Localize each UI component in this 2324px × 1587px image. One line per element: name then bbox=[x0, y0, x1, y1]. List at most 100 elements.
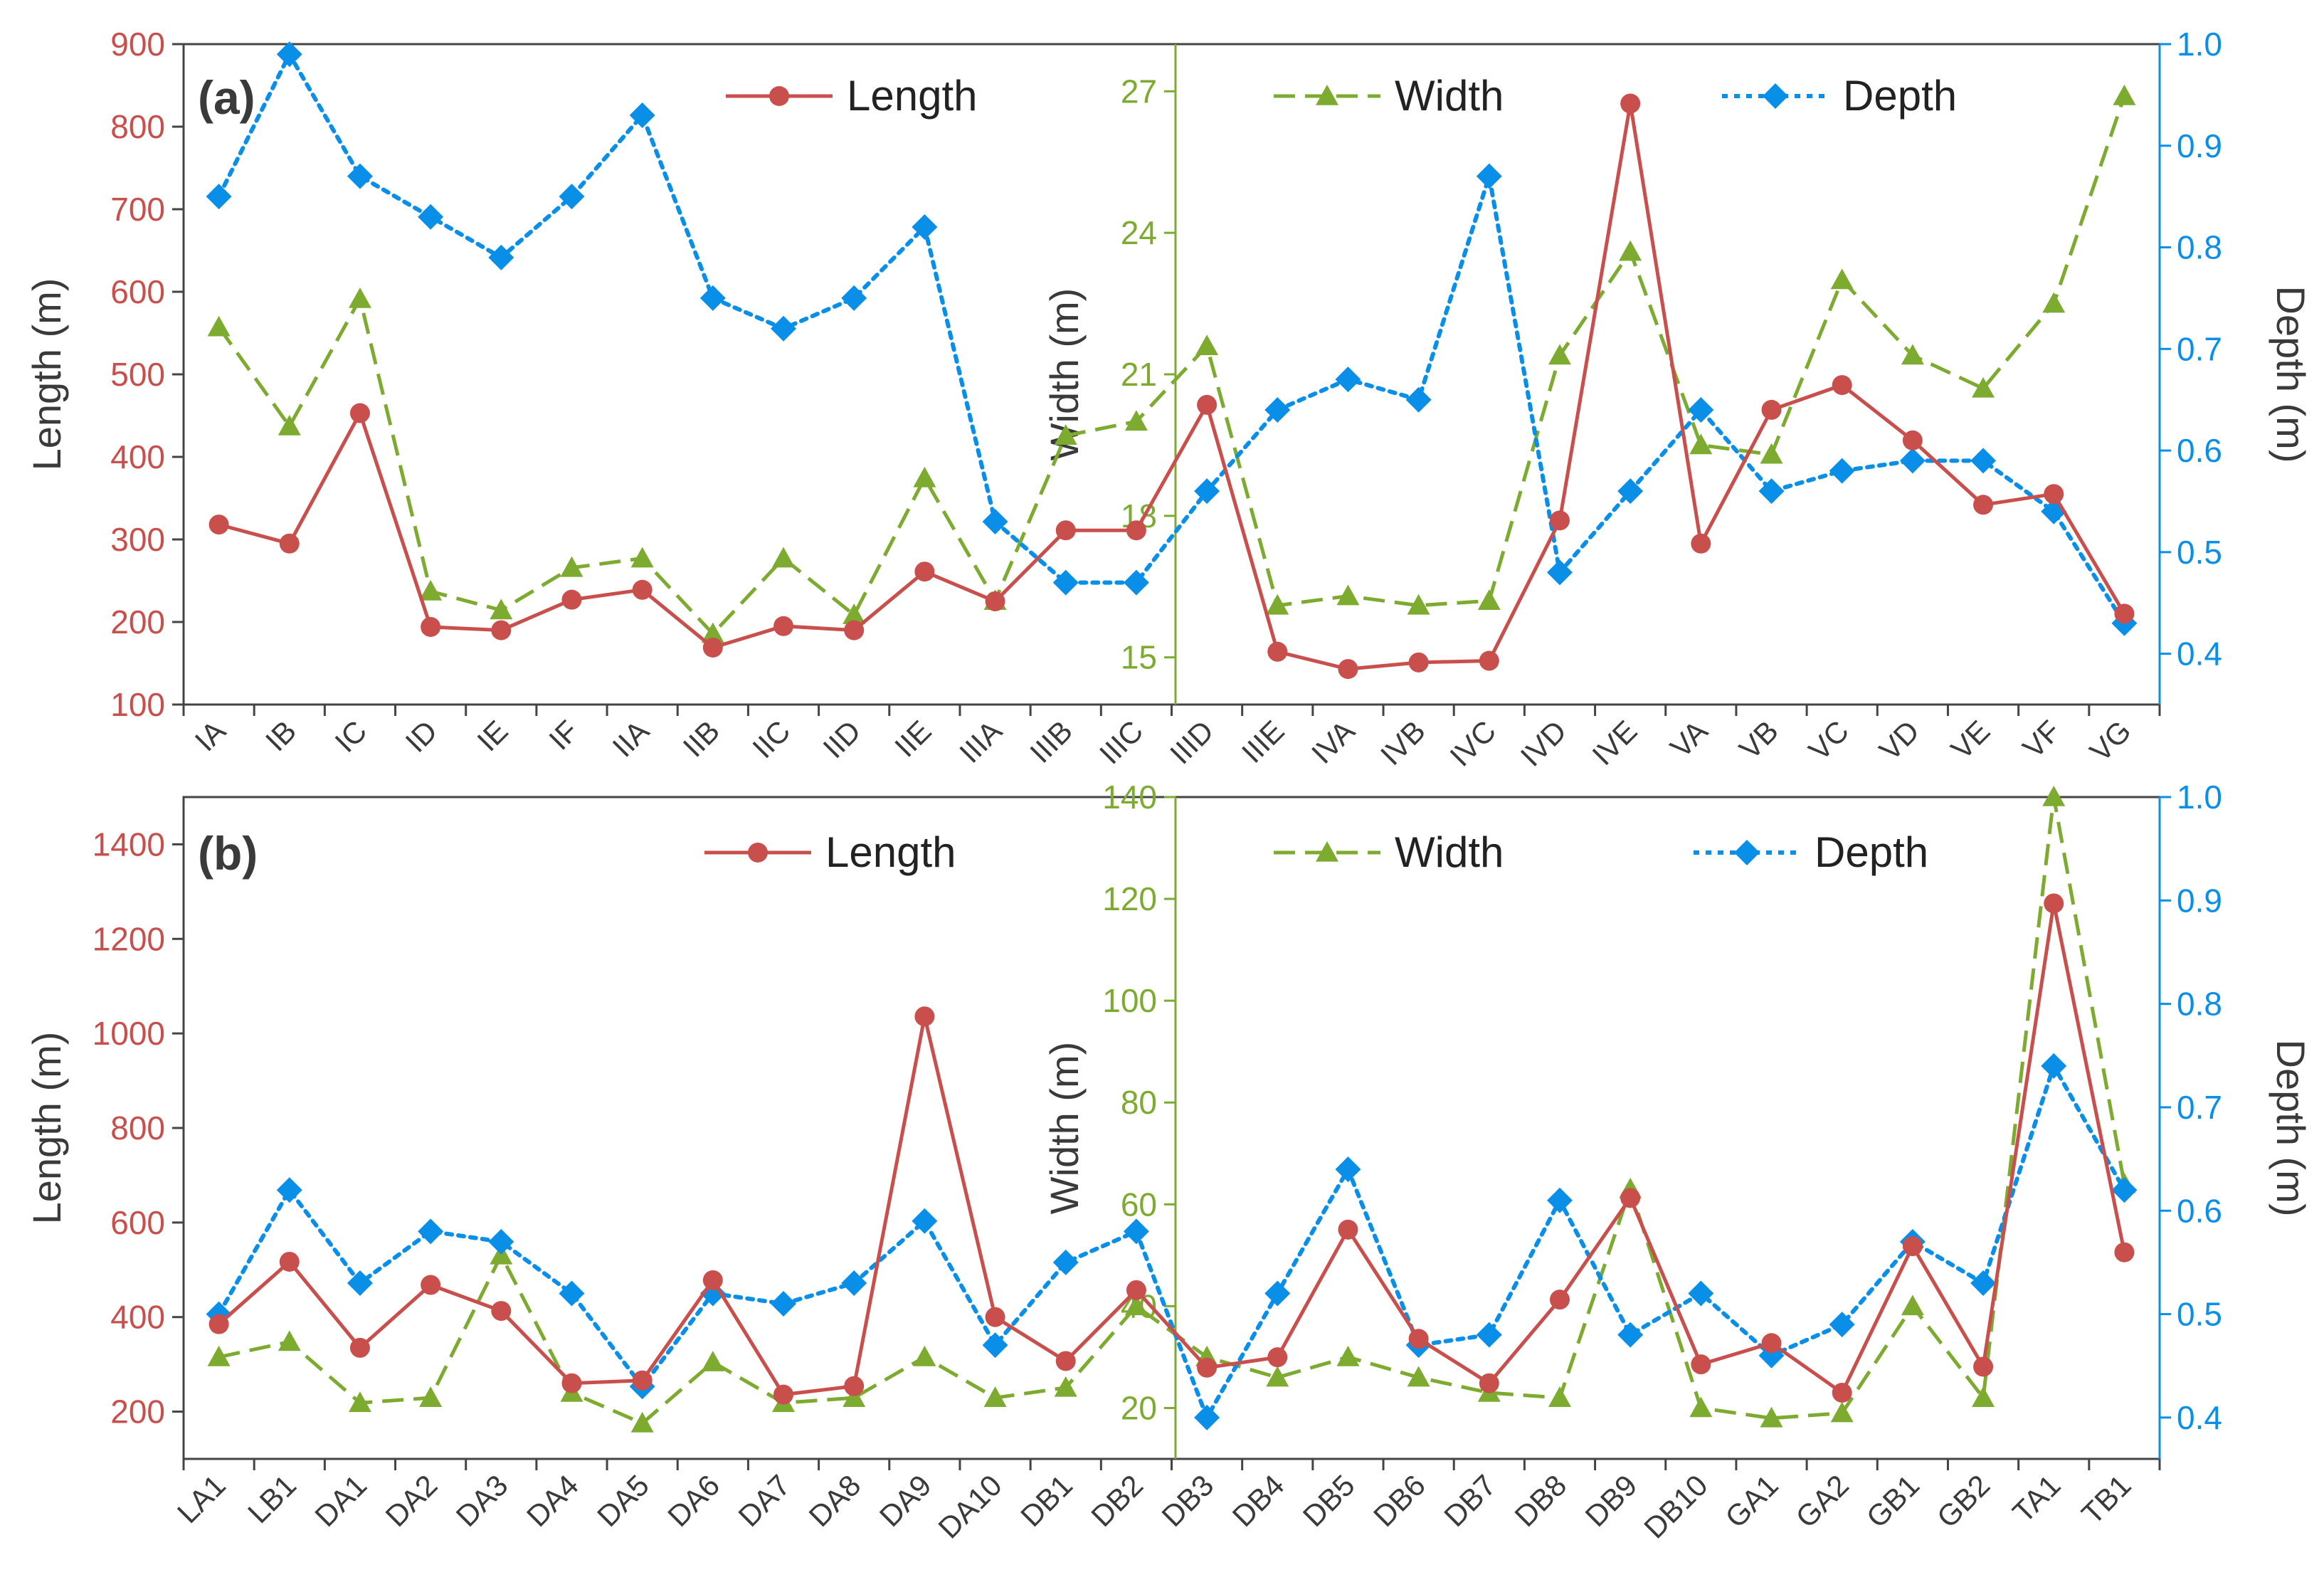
data-point bbox=[1267, 641, 1288, 662]
legend-item-depth: Depth bbox=[1722, 72, 1957, 120]
legend-label: Length bbox=[825, 828, 956, 876]
data-point bbox=[560, 556, 583, 577]
x-tick-label: VD bbox=[1873, 714, 1926, 767]
x-tick-label: DB2 bbox=[1084, 1468, 1149, 1533]
data-point bbox=[912, 1208, 938, 1234]
data-point bbox=[1197, 1357, 1218, 1378]
data-point bbox=[773, 1384, 794, 1405]
data-point bbox=[1899, 448, 1926, 474]
legend-item-width: Width bbox=[1274, 72, 1504, 120]
data-point bbox=[278, 1330, 301, 1351]
data-point bbox=[419, 579, 443, 601]
data-point bbox=[1830, 1401, 1854, 1423]
left-tick-label: 400 bbox=[110, 1299, 165, 1336]
data-point bbox=[2111, 1177, 2138, 1203]
data-point bbox=[1479, 650, 1499, 671]
left-tick-label: 1200 bbox=[93, 920, 165, 957]
x-tick-label: IIA bbox=[606, 714, 655, 764]
left-tick-label: 1400 bbox=[93, 826, 165, 863]
data-point bbox=[843, 603, 866, 624]
data-point bbox=[1266, 1366, 1289, 1387]
data-point bbox=[1760, 1406, 1783, 1428]
data-point bbox=[1407, 1366, 1430, 1387]
x-tick-label: DA7 bbox=[731, 1468, 796, 1533]
panel-label: (b) bbox=[198, 827, 258, 880]
data-point bbox=[491, 1301, 512, 1322]
x-tick-label: IA bbox=[189, 714, 232, 757]
data-point bbox=[2114, 1242, 2135, 1262]
data-point bbox=[1052, 569, 1079, 596]
right-tick-label: 0.9 bbox=[2177, 127, 2222, 164]
data-point bbox=[1055, 1351, 1076, 1371]
series-line bbox=[216, 1060, 2127, 1423]
x-tick-label: VA bbox=[1664, 714, 1714, 764]
data-point bbox=[347, 163, 373, 189]
x-tick-label: DB1 bbox=[1014, 1468, 1079, 1533]
data-point bbox=[418, 1218, 444, 1245]
data-point bbox=[1335, 1156, 1361, 1183]
x-tick-label: DA3 bbox=[450, 1468, 514, 1533]
right-tick-label: 0.9 bbox=[2177, 882, 2222, 919]
data-point bbox=[207, 315, 231, 337]
x-tick-label: DB7 bbox=[1437, 1468, 1502, 1533]
series-line bbox=[217, 95, 2126, 637]
middle-tick-label: 80 bbox=[1121, 1084, 1157, 1121]
data-point bbox=[632, 1370, 653, 1391]
data-point bbox=[1973, 495, 1994, 515]
left-tick-label: 500 bbox=[110, 356, 165, 393]
x-tick-label: TA1 bbox=[2006, 1468, 2067, 1529]
data-point bbox=[1829, 458, 1855, 484]
x-tick-label: IVB bbox=[1374, 714, 1432, 771]
data-point bbox=[914, 561, 935, 582]
data-point bbox=[1758, 478, 1785, 505]
data-point bbox=[208, 1314, 229, 1334]
data-point bbox=[1734, 840, 1760, 865]
data-point bbox=[2042, 786, 2066, 806]
data-point bbox=[279, 533, 300, 554]
data-point bbox=[1408, 652, 1429, 673]
x-tick-label: ID bbox=[399, 714, 444, 759]
data-point bbox=[1336, 1345, 1360, 1366]
data-point bbox=[1123, 569, 1149, 596]
data-point bbox=[629, 102, 655, 128]
data-point bbox=[844, 1376, 865, 1396]
right-tick-label: 0.4 bbox=[2177, 636, 2222, 673]
data-point bbox=[841, 1270, 867, 1296]
series-line bbox=[218, 103, 2126, 671]
left-tick-label: 600 bbox=[110, 1204, 165, 1241]
data-point bbox=[1832, 1383, 1852, 1403]
x-tick-label: VC bbox=[1802, 714, 1856, 767]
data-point bbox=[771, 1291, 797, 1317]
left-axis-title: Length (m) bbox=[24, 278, 69, 471]
data-point bbox=[1264, 1280, 1291, 1307]
x-tick-label: VB bbox=[1733, 714, 1785, 766]
data-point bbox=[1972, 1386, 1995, 1407]
x-tick-label: IC bbox=[328, 714, 373, 759]
data-point bbox=[1054, 424, 1077, 445]
x-tick-label: IIIC bbox=[1093, 714, 1149, 770]
data-point bbox=[914, 1006, 935, 1027]
data-point bbox=[488, 1228, 514, 1255]
series-length bbox=[208, 893, 2135, 1405]
right-axis-title: Depth (m) bbox=[2268, 286, 2313, 463]
legend-item-length: Length bbox=[704, 828, 956, 876]
legend-label: Depth bbox=[1815, 828, 1928, 876]
data-point bbox=[1688, 1280, 1714, 1307]
data-point bbox=[1055, 520, 1076, 541]
left-tick-label: 800 bbox=[110, 1109, 165, 1146]
data-point bbox=[349, 1337, 370, 1358]
data-point bbox=[1124, 410, 1148, 431]
x-tick-label: IIB bbox=[677, 714, 727, 764]
right-axis-title: Depth (m) bbox=[2268, 1040, 2313, 1217]
legend-item-length: Length bbox=[726, 72, 978, 120]
data-point bbox=[1549, 510, 1570, 531]
data-point bbox=[630, 1411, 654, 1433]
data-point bbox=[769, 86, 789, 106]
data-point bbox=[1901, 344, 1924, 365]
data-point bbox=[985, 591, 1005, 611]
plot-frame bbox=[182, 796, 2161, 1460]
data-point bbox=[207, 1345, 231, 1366]
data-point bbox=[559, 184, 585, 210]
series-line bbox=[218, 796, 2126, 1425]
